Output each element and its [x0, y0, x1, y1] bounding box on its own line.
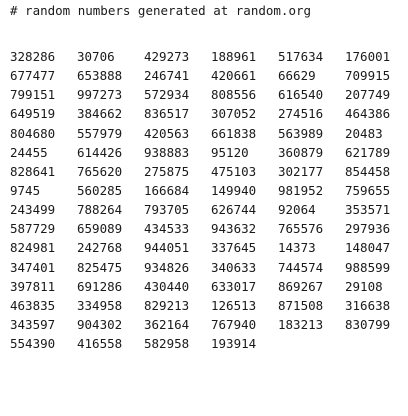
number-cell: 166684 [144, 182, 190, 198]
number-cell: 183213 [278, 316, 324, 332]
number-cell: 464386 [345, 106, 391, 122]
number-cell: 804680 [10, 125, 56, 141]
number-cell: 302177 [278, 163, 324, 179]
number-cell: 362164 [144, 316, 190, 332]
number-cell: 709915 [345, 68, 391, 84]
number-cell: 572934 [144, 87, 190, 103]
number-cell: 243499 [10, 202, 56, 218]
number-cell: 691286 [77, 278, 123, 294]
number-cell: 621789 [345, 144, 391, 160]
number-cell: 765576 [278, 221, 324, 237]
number-cell: 343597 [10, 316, 56, 332]
number-cell: 148047 [345, 240, 391, 256]
number-cell: 836517 [144, 106, 190, 122]
number-cell: 616540 [278, 87, 324, 103]
number-cell: 193914 [211, 336, 257, 352]
number-cell: 649519 [10, 106, 56, 122]
number-cell: 765620 [77, 163, 123, 179]
number-cell: 24455 [10, 144, 48, 160]
number-cell: 188961 [211, 49, 257, 64]
number-cell: 614426 [77, 144, 123, 160]
number-cell: 340633 [211, 259, 257, 275]
number-cell: 934826 [144, 259, 190, 275]
number-cell: 677477 [10, 68, 56, 84]
number-cell: 557979 [77, 125, 123, 141]
number-cell: 9745 [10, 182, 41, 198]
number-cell: 997273 [77, 87, 123, 103]
text-document: # random numbers generated at random.org… [10, 0, 406, 416]
number-cell: 981952 [278, 182, 324, 198]
number-cell: 246741 [144, 68, 190, 84]
number-cell: 767940 [211, 316, 257, 332]
number-cell: 416558 [77, 336, 123, 352]
number-cell: 582958 [144, 336, 190, 352]
number-cell: 854458 [345, 163, 391, 179]
number-cell: 420661 [211, 68, 257, 84]
number-cell: 587729 [10, 221, 56, 237]
number-cell: 944051 [144, 240, 190, 256]
number-cell: 653888 [77, 68, 123, 84]
number-cell: 126513 [211, 297, 257, 313]
number-cell: 560285 [77, 182, 123, 198]
number-cell: 353571 [345, 202, 391, 218]
number-cell: 434533 [144, 221, 190, 237]
number-cell: 824981 [10, 240, 56, 256]
number-cell: 29108 [345, 278, 383, 294]
number-cell: 829213 [144, 297, 190, 313]
number-cell: 943632 [211, 221, 257, 237]
number-cell: 360879 [278, 144, 324, 160]
number-cell: 20483 [345, 125, 383, 141]
number-cell: 463835 [10, 297, 56, 313]
number-cell: 242768 [77, 240, 123, 256]
number-cell: 176001 [345, 49, 391, 64]
number-cell: 830799 [345, 316, 391, 332]
number-cell: 149940 [211, 182, 257, 198]
number-cell: 337645 [211, 240, 257, 256]
number-cell: 384662 [77, 106, 123, 122]
number-cell: 563989 [278, 125, 324, 141]
number-cell: 788264 [77, 202, 123, 218]
number-grid: 328286 30706 429273 188961 517634 176001 67747… [10, 47, 408, 353]
number-cell: 759655 [345, 182, 391, 198]
number-cell: 275875 [144, 163, 190, 179]
number-cell: 799151 [10, 87, 56, 103]
number-cell: 334958 [77, 297, 123, 313]
number-cell: 828641 [10, 163, 56, 179]
number-cell: 66629 [278, 68, 316, 84]
number-cell: 347401 [10, 259, 56, 275]
number-cell: 14373 [278, 240, 316, 256]
number-cell: 475103 [211, 163, 257, 179]
number-cell: 633017 [211, 278, 257, 294]
number-cell: 938883 [144, 144, 190, 160]
number-cell: 808556 [211, 87, 257, 103]
number-cell: 307052 [211, 106, 257, 122]
number-cell: 297936 [345, 221, 391, 237]
number-cell: 793705 [144, 202, 190, 218]
number-cell: 429273 [144, 49, 190, 64]
number-cell: 988599 [345, 259, 391, 275]
number-cell: 274516 [278, 106, 324, 122]
number-cell: 661838 [211, 125, 257, 141]
number-cell: 430440 [144, 278, 190, 294]
number-cell: 517634 [278, 49, 324, 64]
number-cell: 420563 [144, 125, 190, 141]
number-cell: 744574 [278, 259, 324, 275]
number-cell: 871508 [278, 297, 324, 313]
number-cell: 904302 [77, 316, 123, 332]
number-cell: 869267 [278, 278, 324, 294]
number-cell: 397811 [10, 278, 56, 294]
number-cell: 207749 [345, 87, 391, 103]
number-cell: 659089 [77, 221, 123, 237]
number-cell: 825475 [77, 259, 123, 275]
number-cell: 554390 [10, 336, 56, 352]
number-cell: 316638 [345, 297, 391, 313]
comment-header: # random numbers generated at random.org [10, 3, 312, 18]
number-cell: 30706 [77, 49, 115, 64]
number-cell: 95120 [211, 144, 249, 160]
number-cell: 92064 [278, 202, 316, 218]
number-cell: 328286 [10, 49, 56, 64]
number-cell: 626744 [211, 202, 257, 218]
